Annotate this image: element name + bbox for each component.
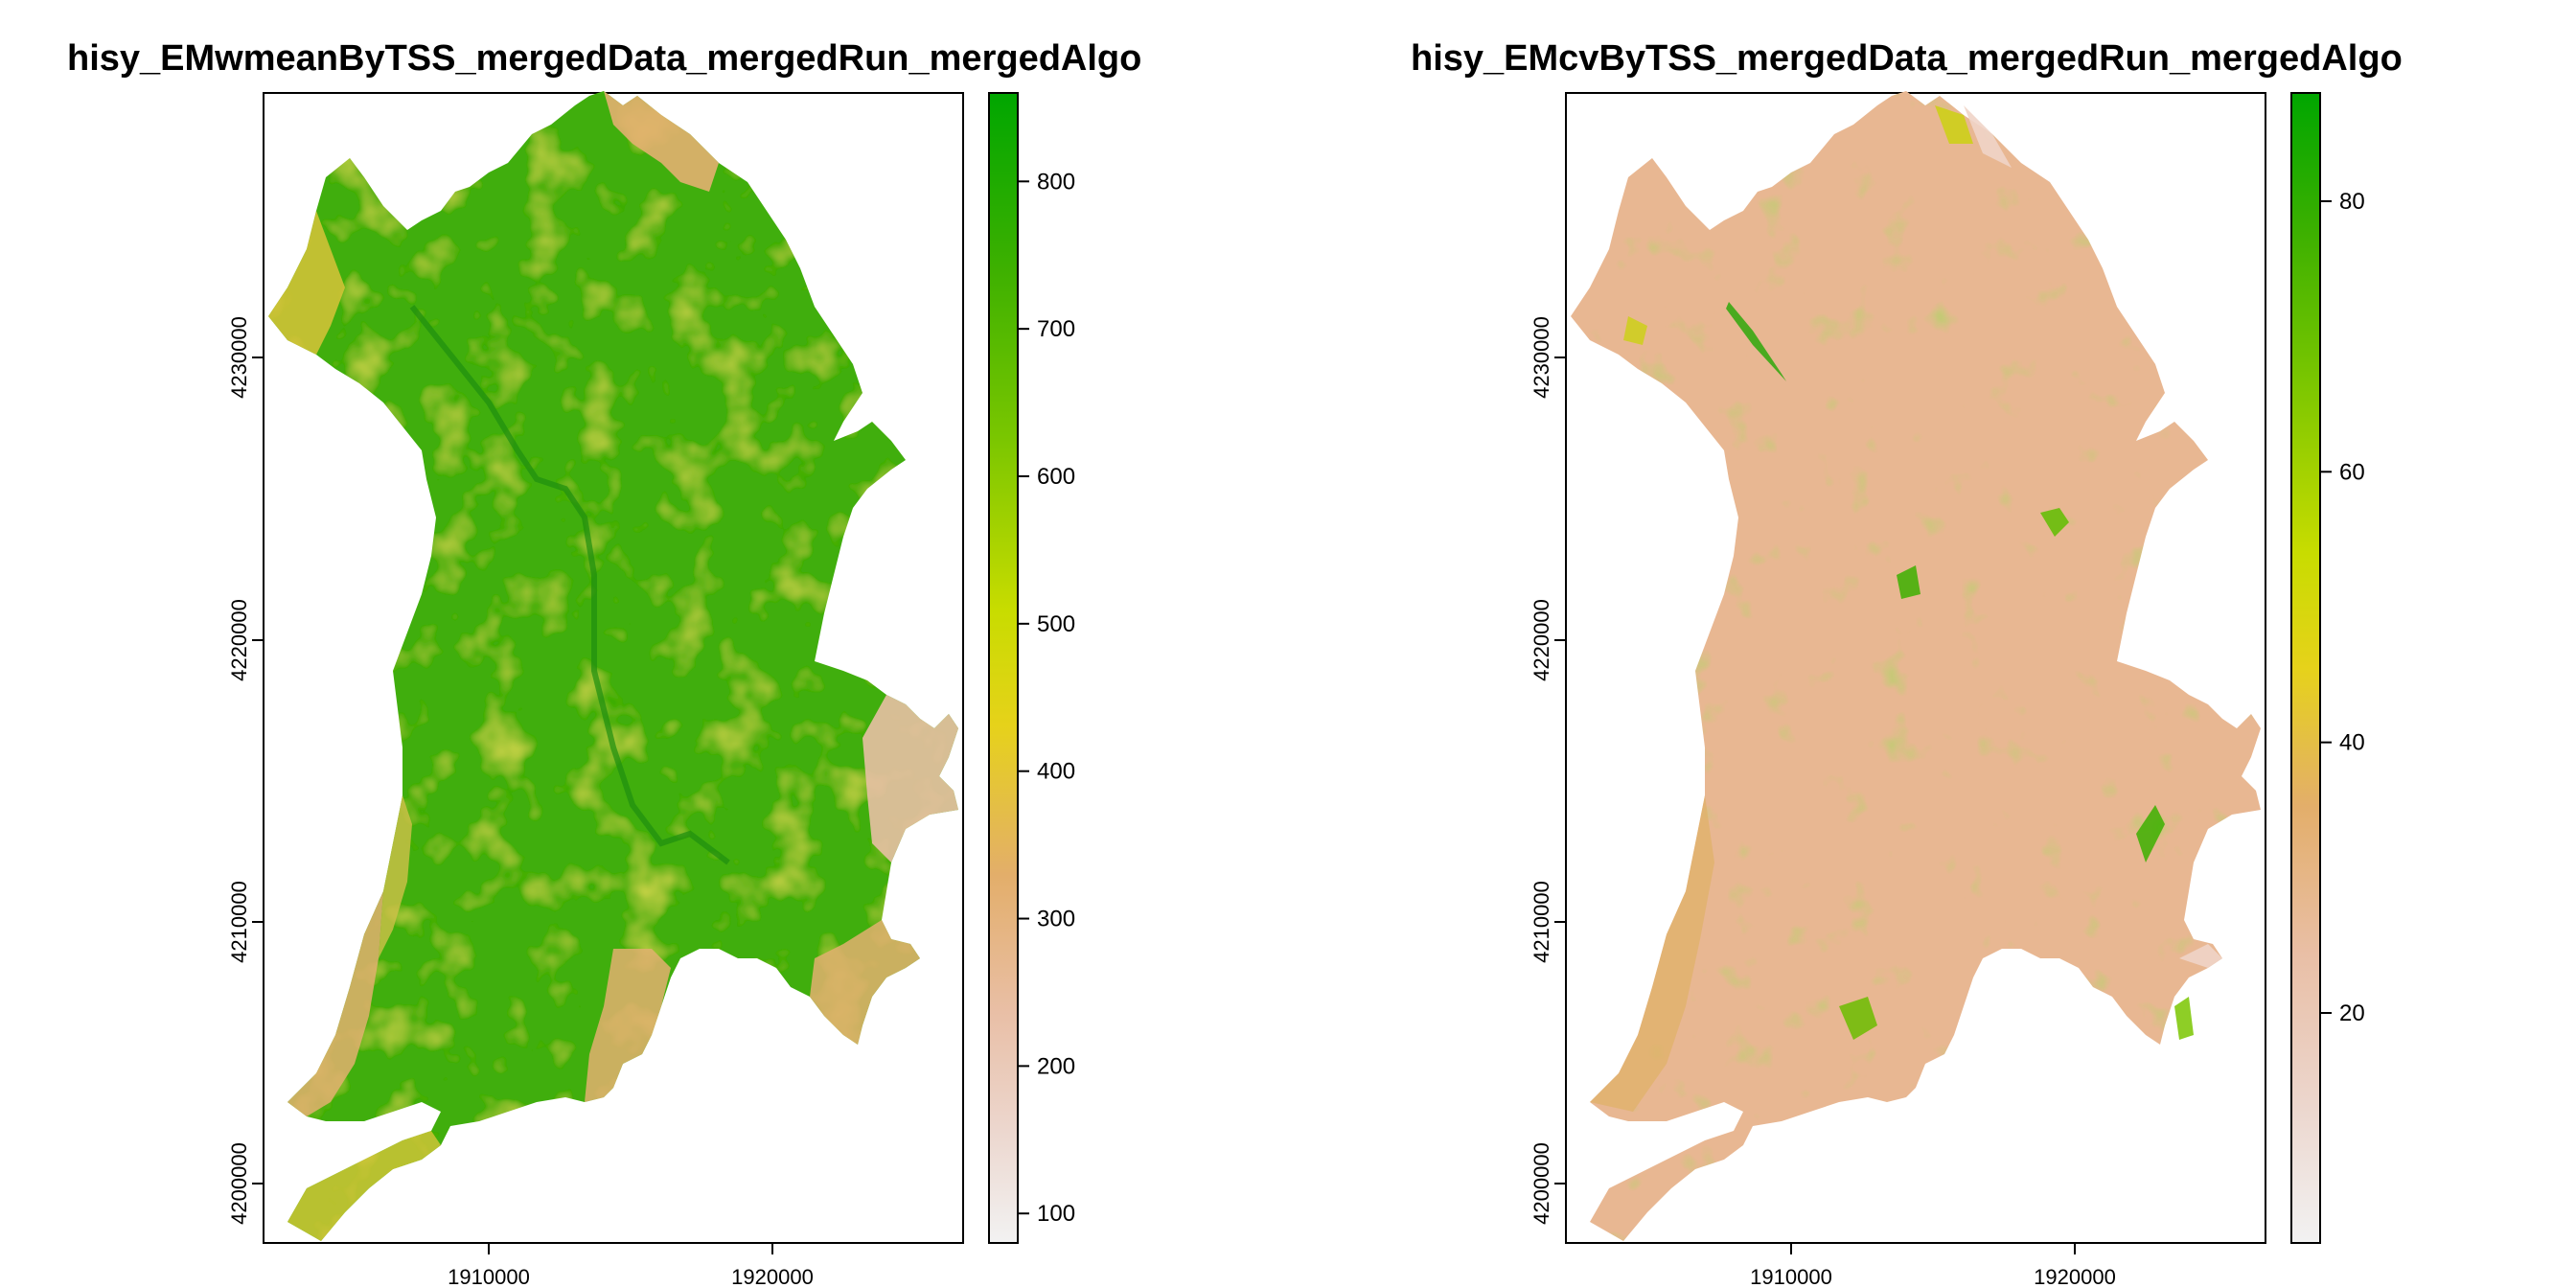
x-axis: 1910000 1920000 (1750, 1243, 2116, 1288)
legend-tick-label: 400 (1037, 759, 1075, 785)
plot-frame (263, 92, 964, 1244)
x-tick-label: 1920000 (731, 1265, 814, 1288)
y-tick-label: 4210000 (227, 881, 251, 963)
x-tick-label: 1910000 (1750, 1265, 1832, 1288)
legend-tick-label: 300 (1037, 907, 1075, 932)
legend-tick-label: 600 (1037, 464, 1075, 490)
y-tick-label: 4230000 (227, 316, 251, 399)
legend-tick-label: 200 (1037, 1053, 1075, 1079)
color-legend: 20 40 60 80 (2290, 92, 2365, 1244)
legend-colorbar (988, 92, 1019, 1244)
raster-region (1571, 91, 2261, 1241)
y-tick-label: 4200000 (1530, 1142, 1553, 1225)
legend-tick-label: 60 (2339, 459, 2365, 485)
y-tick-label: 4200000 (227, 1142, 251, 1225)
legend-tick-label: 700 (1037, 316, 1075, 342)
legend-tick-label: 20 (2339, 1000, 2365, 1026)
legend-tick-label: 40 (2339, 730, 2365, 756)
color-legend: 100 200 300 400 500 600 700 800 (988, 92, 1075, 1244)
map-plot: 1910000 1920000 4200000 4210000 4220000 … (1530, 91, 2365, 1288)
legend-tick-label: 800 (1037, 169, 1075, 195)
x-axis: 1910000 1920000 (448, 1243, 814, 1288)
x-tick-label: 1910000 (448, 1265, 530, 1288)
y-tick-label: 4230000 (1530, 316, 1553, 399)
legend-tick-label: 80 (2339, 189, 2365, 215)
y-tick-label: 4210000 (1530, 881, 1553, 963)
y-axis: 4200000 4210000 4220000 4230000 (227, 316, 264, 1225)
map-plot: 1910000 1920000 4200000 4210000 4220000 … (227, 91, 1075, 1288)
y-tick-label: 4220000 (1530, 599, 1553, 681)
legend-colorbar (2290, 92, 2321, 1244)
map-title: hisy_EMwmeanByTSS_mergedData_mergedRun_m… (67, 38, 1142, 79)
y-tick-label: 4220000 (227, 599, 251, 681)
raster-region (268, 91, 958, 1241)
map-panel-wmean: hisy_EMwmeanByTSS_mergedData_mergedRun_m… (67, 38, 1142, 1288)
legend-tick-label: 100 (1037, 1201, 1075, 1227)
map-title: hisy_EMcvByTSS_mergedData_mergedRun_merg… (1411, 38, 2403, 79)
y-axis: 4200000 4210000 4220000 4230000 (1530, 316, 1566, 1225)
map-panel-cv: hisy_EMcvByTSS_mergedData_mergedRun_merg… (1288, 0, 2576, 1288)
plot-frame (1565, 92, 2266, 1244)
x-tick-label: 1920000 (2034, 1265, 2116, 1288)
legend-tick-label: 500 (1037, 611, 1075, 637)
